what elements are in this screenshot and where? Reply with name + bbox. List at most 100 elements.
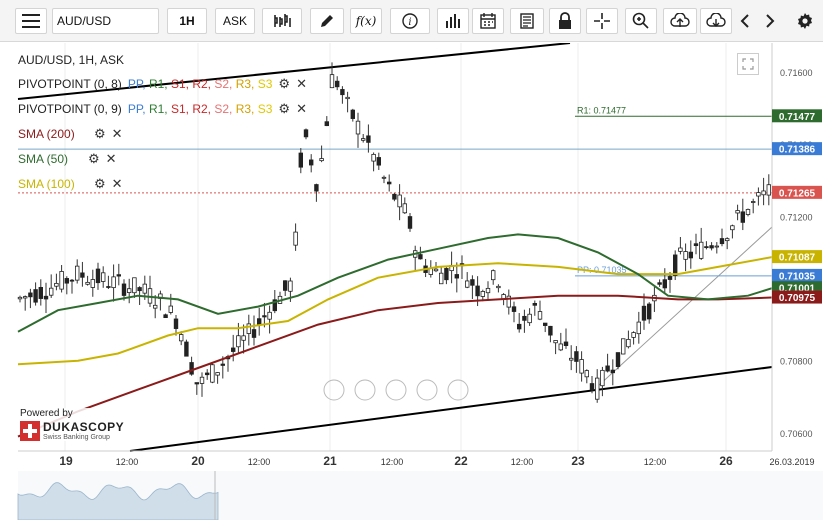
- zoom-icon[interactable]: [625, 8, 657, 34]
- navigator-series: [17, 482, 219, 520]
- candle-body: [579, 359, 584, 374]
- candle-type-icon[interactable]: [262, 8, 302, 34]
- candle-body: [595, 377, 600, 400]
- candle-body: [647, 303, 652, 320]
- candle-body: [43, 295, 49, 300]
- gear-icon[interactable]: ⚙: [94, 176, 106, 191]
- price-chart[interactable]: R1: 0.71477 PP: 0.71035 0.70600 0.70800 0.7…: [0, 43, 823, 520]
- candle-body: [288, 280, 293, 292]
- symbol-input[interactable]: AUD/USD: [52, 8, 159, 34]
- candle-body: [756, 192, 761, 197]
- zoom-controls: [323, 379, 469, 401]
- chevron-right-icon[interactable]: [760, 8, 780, 34]
- x-tick-label: 20: [191, 454, 205, 468]
- period-selector[interactable]: 1H: [167, 8, 207, 34]
- pivot-1-items: PP, R1, S1, R2, S2, R3, S3: [128, 77, 273, 91]
- close-icon[interactable]: ✕: [105, 151, 117, 166]
- x-tick-label: 19: [59, 454, 73, 468]
- close-icon[interactable]: ✕: [296, 101, 307, 116]
- candle-body: [673, 254, 678, 276]
- close-icon[interactable]: ✕: [111, 176, 123, 191]
- candle-body: [485, 287, 491, 294]
- candle-body: [470, 279, 475, 286]
- swiss-cross-icon: [20, 420, 40, 441]
- candle-body: [334, 80, 340, 88]
- candle-body: [376, 157, 381, 166]
- candle-body: [33, 289, 38, 303]
- candle-body: [511, 306, 517, 312]
- fit-icon[interactable]: [385, 379, 407, 401]
- gear-icon[interactable]: ⚙: [278, 76, 291, 91]
- pivot-item: R1,: [148, 77, 171, 91]
- candle-body: [563, 341, 569, 346]
- candle-body: [137, 287, 142, 292]
- chevron-left-icon[interactable]: [735, 8, 755, 34]
- calendar-icon[interactable]: [472, 8, 504, 34]
- candle-body: [704, 246, 709, 249]
- chart-area[interactable]: R1: 0.71477 PP: 0.71035 0.70600 0.70800 0.7…: [0, 43, 823, 520]
- side-label: ASK: [222, 14, 247, 28]
- prev-icon[interactable]: [323, 379, 345, 401]
- candle-body: [532, 302, 537, 306]
- expand-icon[interactable]: [737, 53, 759, 75]
- price-tag-label: 0.71001: [779, 284, 816, 295]
- candle-body: [142, 283, 147, 294]
- candle-body: [433, 268, 439, 272]
- info-icon[interactable]: i: [390, 8, 430, 34]
- bar-chart-icon[interactable]: [437, 8, 469, 34]
- dukascopy-logo: Powered by DUKASCOPY Swiss Banking Group: [20, 408, 140, 441]
- cloud-download-icon[interactable]: [700, 8, 732, 34]
- close-icon[interactable]: ✕: [296, 76, 307, 91]
- price-tag: [772, 142, 822, 156]
- crosshair-icon[interactable]: [586, 8, 618, 34]
- gear-icon[interactable]: ⚙: [278, 101, 291, 116]
- candle-body: [298, 152, 303, 168]
- candle-body: [761, 190, 766, 196]
- x-tick-label: 12:00: [116, 457, 139, 467]
- gear-icon[interactable]: ⚙: [88, 151, 100, 166]
- next-icon[interactable]: [447, 379, 469, 401]
- candle-body: [631, 332, 636, 338]
- candle-body: [621, 338, 626, 355]
- side-selector[interactable]: ASK: [215, 8, 255, 34]
- toolbar: AUD/USD 1H ASK f(x) i: [0, 0, 823, 42]
- close-icon[interactable]: ✕: [111, 126, 123, 141]
- cloud-upload-icon[interactable]: [663, 8, 697, 34]
- candle-body: [548, 325, 553, 336]
- candle-body: [589, 383, 595, 391]
- news-icon[interactable]: [510, 8, 544, 34]
- candle-body: [683, 251, 688, 260]
- candle-body: [17, 296, 23, 300]
- y-tick-label: 0.71600: [780, 68, 813, 78]
- candle-body: [418, 254, 423, 260]
- indicator-fx-button[interactable]: f(x): [350, 8, 382, 34]
- candle-body: [85, 281, 90, 285]
- legend-title: AUD/USD, 1H, ASK: [18, 53, 124, 67]
- candle-body: [454, 274, 459, 279]
- pivot-item: R1,: [148, 102, 171, 116]
- pivot-line-label: R1: 0.71477: [577, 105, 626, 115]
- settings-gear-icon[interactable]: [792, 8, 818, 34]
- gear-icon[interactable]: ⚙: [94, 126, 106, 141]
- price-tag-label: 0.71035: [779, 271, 816, 282]
- zoom-out-icon[interactable]: [354, 379, 376, 401]
- price-tag-label: 0.71386: [779, 145, 816, 156]
- x-tick-label: 26: [719, 454, 733, 468]
- candle-body: [699, 241, 704, 259]
- lock-icon[interactable]: [549, 8, 581, 34]
- candle-body: [127, 288, 132, 293]
- hamburger-menu-icon[interactable]: [15, 8, 47, 34]
- candle-body: [719, 238, 725, 245]
- draw-pencil-icon[interactable]: [310, 8, 344, 34]
- zoom-in-icon[interactable]: [416, 379, 438, 401]
- candle-body: [54, 282, 59, 287]
- candle-body: [49, 287, 54, 296]
- candle-body: [189, 362, 194, 375]
- price-tag-label: 0.71477: [779, 112, 816, 123]
- candle-body: [340, 89, 345, 96]
- candle-body: [543, 322, 548, 326]
- candle-body: [506, 295, 511, 308]
- candle-body: [132, 277, 137, 294]
- legend-sma-100: SMA (100) ⚙ ✕: [18, 176, 123, 192]
- candle-body: [553, 340, 558, 344]
